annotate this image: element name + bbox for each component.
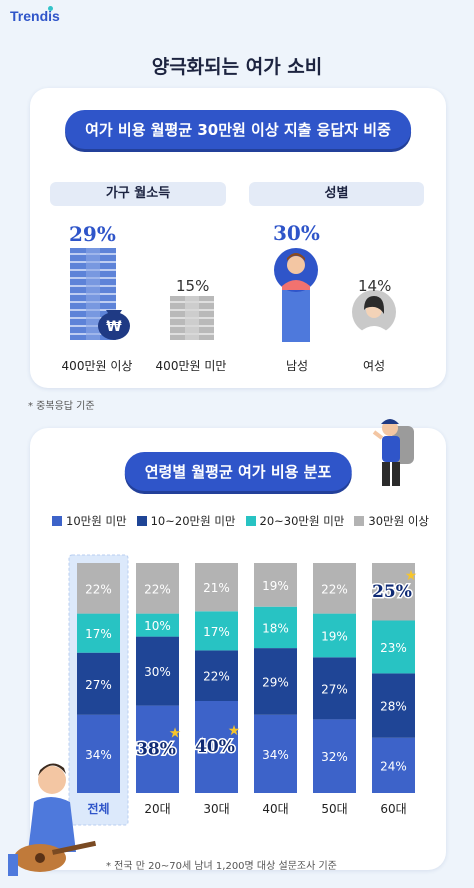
bar-segment (195, 701, 238, 793)
data-label: 27% (85, 678, 112, 692)
bar-segment (136, 636, 179, 706)
category-label: 20대 (144, 802, 170, 816)
legend-swatch-2 (136, 516, 147, 526)
income-high-value: 29% (69, 222, 116, 246)
bar-segment (254, 648, 297, 715)
bar-segment (195, 650, 238, 701)
bar-segment (136, 613, 179, 637)
female-label: 여성 (362, 359, 386, 373)
male-value: 30% (273, 221, 320, 245)
guitarist-illustration (8, 763, 97, 876)
gender-header: 성별 (249, 182, 424, 206)
income-high-label: 400만원 이상 (61, 359, 133, 373)
bar-segment (195, 611, 238, 651)
bar-segment (254, 714, 297, 793)
bar-segment (254, 563, 297, 607)
data-label: 27% (321, 682, 348, 696)
data-label: 29% (262, 675, 289, 689)
section1-note: * 중복응답 기준 (28, 401, 95, 412)
data-label: 30% (144, 665, 171, 679)
bar-segment (254, 606, 297, 649)
legend-label-4: 30만원 이상 (368, 514, 429, 528)
data-label: 19% (321, 629, 348, 643)
money-stack-low (170, 296, 214, 340)
male-avatar-icon (274, 248, 318, 292)
legend-swatch-3 (245, 516, 256, 526)
logo-dot (48, 6, 53, 11)
legend-label-2: 10~20만원 미만 (150, 514, 236, 528)
star-icon: ★ (228, 723, 241, 739)
legend-label-3: 20~30만원 미만 (259, 514, 345, 528)
hiker-illustration (372, 419, 414, 486)
category-label: 40대 (262, 802, 288, 816)
data-label: 34% (85, 748, 112, 762)
money-bag-icon: ₩ (98, 310, 130, 340)
male-label: 남성 (285, 359, 309, 373)
bar-segment (136, 563, 179, 614)
bar-segment (195, 563, 238, 612)
data-label: 23% (380, 641, 407, 655)
legend-item-4: 30만원 이상 (354, 513, 429, 529)
star-icon: ★ (405, 568, 418, 584)
trendis-logo: Trendis (10, 8, 60, 24)
legend-swatch-4 (354, 516, 365, 526)
data-label: 28% (380, 700, 407, 714)
bar-segment (77, 652, 120, 715)
category-label: 전체 (87, 801, 109, 816)
income-low-value: 15% (176, 277, 210, 295)
bar-segment (77, 714, 120, 793)
legend-item-1: 10만원 미만 (52, 513, 127, 529)
bar-segment (313, 657, 356, 720)
section2-pill-title: 연령별 월평균 여가 비용 분포 (124, 452, 352, 491)
bar-segment (136, 705, 179, 793)
data-label: 40% (195, 737, 235, 757)
bar-segment (372, 620, 415, 674)
data-label: 22% (85, 582, 112, 596)
data-label: 34% (262, 748, 289, 762)
data-label: 38% (136, 739, 176, 759)
data-label: 22% (203, 670, 230, 684)
bar-segment (77, 613, 120, 653)
svg-text:₩: ₩ (106, 319, 122, 335)
female-value: 14% (358, 277, 392, 295)
legend-label-1: 10만원 미만 (66, 514, 127, 528)
female-avatar-icon (352, 290, 396, 334)
data-label: 18% (262, 621, 289, 635)
section2-note: * 전국 만 20~70세 남녀 1,200명 대상 설문조사 기준 (106, 861, 337, 872)
category-label: 60대 (380, 802, 406, 816)
income-low-label: 400만원 미만 (155, 359, 227, 373)
gender-illustration (274, 248, 396, 342)
data-label: 10% (144, 619, 171, 633)
bar-segment (372, 737, 415, 793)
legend-item-3: 20~30만원 미만 (245, 513, 345, 529)
section1-pill-title: 여가 비용 월평균 30만원 이상 지출 응답자 비중 (65, 110, 411, 149)
data-label: 19% (262, 579, 289, 593)
legend-swatch-1 (52, 516, 62, 526)
page-title: 양극화되는 여가 소비 (151, 56, 323, 78)
data-label: 32% (321, 750, 348, 764)
data-label: 17% (85, 627, 112, 641)
bar-segment (313, 719, 356, 793)
data-label: 25% (372, 582, 412, 602)
bar-segment (372, 673, 415, 738)
income-header: 가구 월소득 (50, 182, 226, 206)
bar-segment (77, 563, 120, 614)
data-label: 24% (380, 759, 407, 773)
data-label: 17% (203, 625, 230, 639)
category-label: 50대 (321, 802, 347, 816)
income-illustration: ₩ (70, 248, 214, 340)
bar-segment (372, 563, 415, 621)
bar-segment (313, 613, 356, 658)
category-label: 30대 (203, 802, 229, 816)
data-label: 22% (321, 582, 348, 596)
data-label: 22% (144, 582, 171, 596)
bar-segment (313, 563, 356, 614)
star-icon: ★ (169, 725, 182, 741)
data-label: 21% (203, 581, 230, 595)
legend-item-2: 10~20만원 미만 (136, 513, 236, 529)
chart-legend: 10만원 미만 10~20만원 미만 20~30만원 미만 30만원 이상 (52, 513, 454, 529)
